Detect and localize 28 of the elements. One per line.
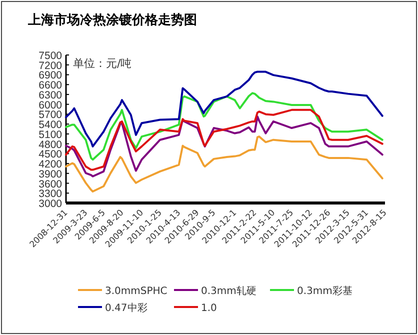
line-series bbox=[65, 136, 384, 192]
y-tick-label: 7200 bbox=[38, 60, 62, 72]
y-tick-label: 3000 bbox=[38, 198, 62, 210]
y-tick-label: 6600 bbox=[38, 80, 62, 92]
line-series bbox=[65, 70, 384, 148]
y-tick-label: 4800 bbox=[38, 138, 62, 151]
y-tick-label: 6900 bbox=[38, 70, 62, 82]
y-tick-label: 5700 bbox=[38, 109, 62, 122]
chart-title: 上海市场冷热涂镀价格走势图 bbox=[27, 12, 197, 28]
y-tick-label: 6000 bbox=[38, 99, 62, 112]
y-tick-label: 5100 bbox=[38, 128, 62, 141]
y-tick-label: 4200 bbox=[38, 158, 62, 171]
y-tick-label: 7500 bbox=[38, 50, 62, 62]
annotation: 单位：元/吨 bbox=[73, 57, 132, 70]
y-tick-label: 5400 bbox=[38, 119, 62, 132]
legend-label: 1.0 bbox=[201, 303, 217, 314]
line-series bbox=[65, 92, 384, 161]
line-series bbox=[65, 116, 384, 178]
y-tick-label: 4500 bbox=[38, 148, 62, 161]
y-tick-label: 6300 bbox=[38, 89, 62, 102]
y-tick-label: 3600 bbox=[38, 178, 62, 190]
line-series bbox=[65, 108, 384, 171]
y-tick-label: 3900 bbox=[38, 168, 62, 180]
legend-label: 0.3mm彩基 bbox=[297, 285, 352, 297]
legend-label: 0.47中彩 bbox=[105, 302, 148, 314]
y-tick-label: 3300 bbox=[38, 188, 62, 200]
legend-label: 3.0mmSPHC bbox=[105, 286, 168, 297]
legend-label: 0.3mm轧硬 bbox=[201, 285, 256, 297]
